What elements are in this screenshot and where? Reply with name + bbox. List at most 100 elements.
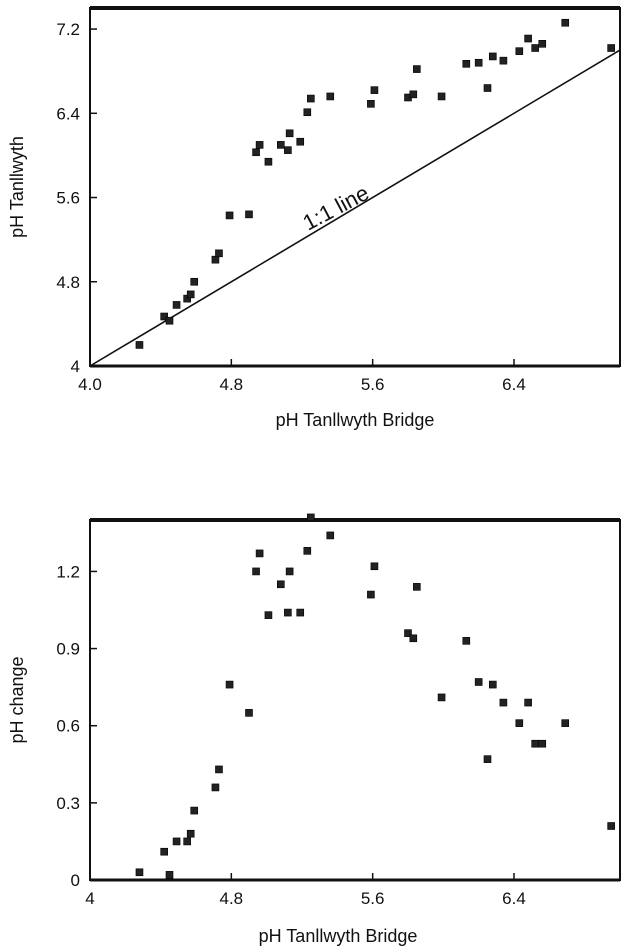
data-point — [284, 146, 292, 154]
data-point — [607, 822, 615, 830]
y-ticks: 4 4.8 5.6 6.4 7.2 — [56, 20, 97, 376]
y-tick-label: 6.4 — [56, 104, 80, 123]
data-point — [413, 583, 421, 591]
data-point — [165, 871, 174, 879]
data-point — [225, 211, 234, 220]
y-tick-label: 0.3 — [56, 794, 80, 813]
plot-tanllwyth: 4.0 4.8 5.6 6.4 4 4.8 5.6 6.4 7.2 1:1 line pH T… — [7, 6, 621, 430]
data-point — [515, 47, 524, 55]
data-point — [225, 680, 234, 689]
data-point — [172, 301, 181, 309]
data-point — [326, 92, 335, 101]
data-points — [135, 513, 615, 879]
data-point — [413, 65, 421, 73]
y-tick-label: 1.2 — [56, 562, 80, 581]
y-axis-title: pH Tanllwyth — [7, 136, 27, 238]
data-point — [437, 693, 446, 702]
x-ticks: 4 4.8 5.6 6.4 — [85, 873, 526, 908]
y-tick-label: 4 — [71, 357, 80, 376]
data-point — [370, 86, 379, 94]
data-point — [165, 316, 174, 325]
data-point — [276, 580, 285, 589]
data-point — [186, 290, 195, 299]
data-point — [483, 84, 492, 92]
data-point — [284, 608, 292, 617]
x-tick-label: 6.4 — [502, 889, 526, 908]
data-point — [409, 634, 418, 643]
x-tick-label: 6.4 — [502, 375, 526, 394]
data-point — [531, 44, 540, 52]
data-point — [186, 829, 195, 838]
data-point — [303, 547, 312, 555]
data-point — [499, 56, 508, 65]
data-point — [172, 837, 181, 846]
data-point — [285, 567, 294, 576]
data-point — [135, 341, 144, 349]
data-point — [296, 137, 305, 146]
data-point — [524, 698, 532, 707]
x-tick-label: 4.0 — [78, 375, 102, 394]
y-tick-label: 7.2 — [56, 20, 80, 39]
data-point — [215, 249, 223, 258]
x-ticks: 4.0 4.8 5.6 6.4 — [78, 359, 526, 394]
data-point — [190, 277, 199, 286]
y-tick-label: 5.6 — [56, 189, 80, 208]
data-point — [285, 129, 294, 138]
data-point — [538, 739, 547, 748]
data-point — [515, 719, 524, 727]
data-point — [160, 312, 168, 321]
plot-ph-change: 4 4.8 5.6 6.4 0 0.3 0.6 0.9 1.2 pH Tanllwyth Br… — [7, 513, 621, 946]
data-point — [190, 806, 199, 815]
data-point — [462, 60, 471, 68]
data-point — [561, 18, 570, 27]
data-point — [215, 765, 223, 774]
data-point — [462, 637, 471, 645]
data-point — [488, 52, 497, 61]
data-point — [245, 210, 253, 219]
one-to-one-line — [89, 49, 621, 367]
data-point — [160, 847, 168, 856]
data-point — [370, 562, 379, 571]
x-axis-title: pH Tanllwyth Bridge — [276, 410, 435, 430]
data-points — [135, 18, 615, 349]
one-to-one-line-label: 1:1 line — [299, 180, 373, 235]
y-axis-title: pH change — [7, 656, 27, 743]
plot-frame — [89, 519, 621, 881]
y-tick-label: 0 — [71, 871, 80, 890]
data-point — [183, 837, 191, 846]
data-point — [474, 678, 483, 686]
data-point — [307, 94, 315, 103]
x-tick-label: 4 — [85, 889, 94, 908]
data-point — [538, 39, 547, 48]
data-point — [296, 608, 305, 617]
data-point — [276, 141, 285, 149]
data-point — [211, 255, 220, 264]
data-point — [488, 680, 497, 689]
x-tick-label: 5.6 — [361, 375, 385, 394]
data-point — [252, 148, 260, 157]
data-point — [531, 739, 540, 748]
data-point — [499, 698, 508, 707]
x-tick-label: 4.8 — [220, 375, 244, 394]
data-point — [607, 44, 615, 52]
data-point — [264, 611, 273, 619]
data-point — [252, 567, 260, 576]
x-tick-label: 4.8 — [220, 889, 244, 908]
y-ticks: 0 0.3 0.6 0.9 1.2 — [56, 562, 97, 890]
data-point — [367, 100, 375, 108]
data-point — [245, 709, 253, 717]
data-point — [255, 141, 264, 149]
data-point — [524, 34, 532, 43]
data-point — [474, 58, 483, 67]
data-point — [437, 92, 446, 101]
data-point — [264, 157, 273, 166]
y-tick-label: 4.8 — [56, 273, 80, 292]
data-point — [409, 90, 418, 99]
y-tick-label: 0.6 — [56, 717, 80, 736]
data-point — [211, 783, 220, 792]
data-point — [326, 531, 335, 540]
x-axis-title: pH Tanllwyth Bridge — [259, 926, 418, 946]
data-point — [561, 719, 570, 727]
data-point — [255, 549, 264, 558]
data-point — [367, 590, 375, 599]
